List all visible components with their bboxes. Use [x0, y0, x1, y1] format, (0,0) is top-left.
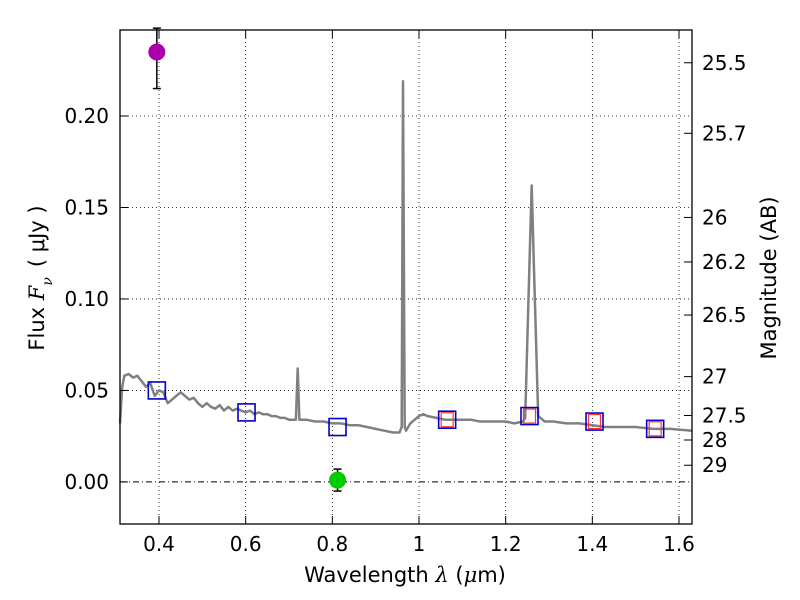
- x-axis-label: Wavelength λ (μm): [304, 563, 506, 587]
- model-photometry-marker: [645, 419, 665, 439]
- right-axis-tick-label: 25.7: [702, 121, 747, 145]
- observed-photometry-marker: [522, 408, 537, 424]
- detection-point: [148, 43, 166, 61]
- x-tick-label: 1.4: [576, 532, 608, 556]
- model-spectrum-line: [118, 79, 693, 434]
- right-axis-tick-label: 27.5: [702, 403, 747, 427]
- model-photometry-marker: [147, 381, 167, 400]
- x-tick-label: 1.2: [490, 532, 522, 556]
- grid-lines: [120, 30, 692, 524]
- observed-photometry-marker: [648, 421, 662, 437]
- model-photometry-marker: [520, 406, 539, 426]
- x-tick-label: 1.6: [663, 532, 695, 556]
- non-detection-point: [329, 471, 347, 489]
- y-tick-label: 0.20: [64, 104, 109, 128]
- plot-frame: [119, 29, 693, 525]
- right-axis-tick-label: 25.5: [702, 51, 747, 75]
- right-axis-tick-label: 26.5: [702, 303, 747, 327]
- y-axis-label: Flux Fν( μJy ): [25, 205, 56, 350]
- observed-photometry-marker: [440, 412, 454, 428]
- right-axis-tick-label: 26.2: [702, 250, 747, 274]
- model-photometry-marker: [237, 403, 256, 422]
- y-tick-label: 0.10: [64, 287, 109, 311]
- data-series: [118, 27, 693, 492]
- y-tick-label: 0.15: [64, 195, 109, 219]
- model-photometry-marker: [437, 410, 457, 430]
- right-axis-tick-label: 26: [702, 205, 727, 229]
- y-tick-label: 0.00: [64, 470, 109, 494]
- right-axis-tick-label: 29: [702, 453, 727, 477]
- x-tick-label: 0.4: [143, 532, 175, 556]
- axis-ticks: 0.4 0.6 0.8 1 1.2 1.4 1.6 0.00 0.05 0.10 0.15 0.20 2…: [64, 30, 747, 556]
- right-axis-tick-label: 27: [702, 365, 727, 389]
- x-tick-label: 1: [413, 532, 426, 556]
- right-axis-tick-label: 28: [702, 428, 727, 452]
- model-photometry-marker: [585, 412, 604, 431]
- right-axis-label: Magnitude (AB): [757, 196, 781, 359]
- x-tick-label: 0.8: [316, 532, 348, 556]
- observed-photometry-marker: [587, 413, 602, 430]
- x-tick-label: 0.6: [230, 532, 262, 556]
- model-photometry-marker: [328, 417, 347, 437]
- y-tick-label: 0.05: [64, 378, 109, 402]
